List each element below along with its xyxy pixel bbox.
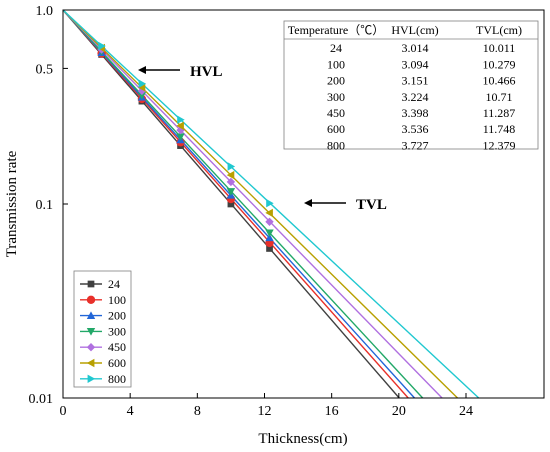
table-header-cell: TVL(cm)	[476, 23, 522, 37]
x-tick-label: 4	[127, 404, 134, 419]
legend-label-24: 24	[108, 277, 120, 291]
x-tick-label: 16	[325, 404, 339, 419]
marker-triangle-down	[265, 229, 274, 238]
table-cell: 100	[327, 57, 345, 71]
table-header-cell: HVL(cm)	[391, 23, 438, 37]
marker-triangle-left	[137, 83, 146, 92]
marker-square	[266, 245, 273, 252]
x-tick-label: 0	[60, 404, 67, 419]
marker-triangle-left	[265, 208, 273, 218]
tvl-label: TVL	[356, 197, 387, 213]
legend-label-300: 300	[108, 324, 126, 338]
table-cell: 11.748	[483, 122, 516, 136]
tvl-annotation: TVL	[304, 197, 387, 213]
table-cell: 10.011	[483, 41, 516, 55]
series-line-100	[62, 9, 409, 399]
table-cell: 10.71	[486, 90, 513, 104]
table-cell: 24	[330, 41, 342, 55]
table-cell: 3.727	[402, 138, 429, 152]
legend-marker-100	[86, 295, 96, 304]
legend-marker-450	[86, 343, 96, 352]
x-tick-label: 8	[194, 404, 201, 419]
marker-triangle-down	[176, 133, 185, 141]
marker-triangle-up	[265, 233, 274, 242]
legend-marker-600	[86, 358, 95, 368]
x-tick-label: 12	[258, 404, 272, 419]
table-cell: 300	[327, 90, 345, 104]
table-cell: 800	[327, 138, 345, 152]
table-cell: 3.224	[402, 90, 429, 104]
y-tick-label: 0.01	[29, 392, 54, 407]
marker-triangle-down	[226, 188, 236, 196]
hvl-tvl-table: Temperature（℃） HVL(cm) TVL(cm) 24 3.014 10.01…	[283, 20, 539, 152]
legend-label-200: 200	[108, 309, 126, 323]
series-line-450	[62, 9, 443, 399]
table-cell: 11.287	[483, 106, 516, 120]
tvl-arrowhead	[304, 199, 312, 207]
marker-triangle-left	[226, 170, 235, 180]
legend-marker-200	[86, 311, 96, 319]
y-tick-label: 1.0	[36, 4, 54, 19]
table-cell: 10.466	[483, 74, 516, 88]
marker-triangle-right	[138, 79, 147, 88]
marker-triangle-right	[266, 199, 274, 208]
x-axis-title: Thickness(cm)	[258, 431, 347, 447]
legend-label-450: 450	[108, 340, 126, 354]
marker-diamond	[265, 217, 274, 226]
table-header-cell: Temperature（℃）	[288, 23, 384, 37]
hvl-arrowhead	[138, 66, 146, 74]
marker-triangle-left	[176, 121, 184, 130]
table-cell: 3.151	[402, 74, 429, 88]
legend-marker-300	[86, 328, 96, 336]
hvl-label: HVL	[190, 64, 223, 80]
table-cell: 450	[327, 106, 345, 120]
legend-marker-800	[87, 374, 96, 383]
marker-triangle-down	[137, 92, 147, 100]
legend-marker-24	[87, 280, 95, 288]
table-cell: 12.379	[483, 138, 516, 152]
table-cell: 3.094	[402, 57, 429, 71]
legend-label-100: 100	[108, 293, 126, 307]
table-cell: 10.279	[483, 57, 516, 71]
y-tick-label: 0.1	[36, 198, 54, 213]
table-background	[283, 20, 539, 150]
legend-label-800: 800	[108, 372, 126, 386]
marker-diamond	[137, 86, 147, 96]
x-tick-label: 24	[459, 404, 473, 419]
x-tick-label: 20	[392, 404, 406, 419]
legend-box	[73, 270, 132, 388]
table-cell: 200	[327, 74, 345, 88]
series-markers	[97, 41, 274, 252]
y-axis-title: Transmission rate	[4, 150, 20, 257]
marker-triangle-right	[227, 162, 236, 171]
legend-label-600: 600	[108, 356, 126, 370]
series-markers-800	[98, 41, 274, 208]
marker-triangle-right	[98, 41, 106, 51]
table-cell: 3.014	[402, 41, 429, 55]
series-line-300	[62, 9, 424, 399]
y-tick-label: 0.5	[36, 62, 54, 77]
marker-square	[227, 200, 235, 208]
table-cell: 600	[327, 122, 345, 136]
axis-ticks: 0 4 8 12 16 20 24 0.01 0.1 0.5 1.0	[29, 4, 474, 419]
series-line-600	[62, 9, 459, 399]
marker-triangle-right	[177, 115, 185, 124]
series-line-200	[62, 9, 416, 399]
table-cell: 3.398	[402, 106, 429, 120]
hvl-annotation: HVL	[138, 64, 223, 80]
marker-diamond	[226, 177, 236, 187]
table-cell: 3.536	[402, 122, 429, 136]
